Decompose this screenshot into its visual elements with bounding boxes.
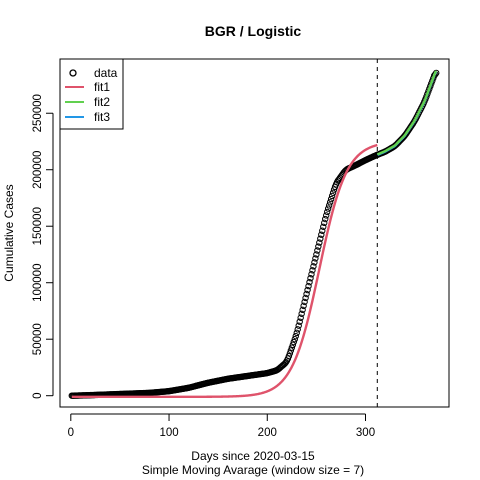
data-point (296, 318, 303, 325)
axes: 0 100 200 300 0 50000 100000 150000 200000 250000 (32, 94, 375, 439)
data-point (325, 202, 333, 209)
data-point (294, 326, 301, 333)
y-tick-label: 150000 (32, 207, 44, 245)
data-point (302, 294, 309, 302)
data-point (299, 306, 306, 314)
plot-area (68, 59, 440, 407)
y-axis-label: Cumulative Cases (2, 184, 16, 281)
data-point (300, 302, 307, 310)
data-point (306, 278, 313, 286)
plot-border (59, 58, 450, 408)
data-point (327, 195, 335, 203)
data-point (286, 350, 294, 357)
legend-data-label: data (94, 66, 118, 80)
data-point (318, 231, 325, 238)
x-tick-label: 0 (68, 427, 74, 439)
fit3-line (376, 70, 438, 157)
data-point (323, 212, 330, 219)
data-point (290, 338, 297, 346)
data-point (328, 192, 336, 200)
data-point (315, 243, 322, 250)
y-tick-label: 100000 (32, 264, 44, 302)
data-point (317, 235, 324, 242)
data-point (285, 352, 293, 360)
x-axis-label: Days since 2020-03-15 (191, 449, 315, 463)
data-point (310, 263, 317, 270)
fit2-line (376, 70, 438, 156)
data-point (307, 274, 314, 282)
x-tick-label: 100 (159, 427, 178, 439)
data-point (313, 251, 320, 258)
y-tick-label: 0 (32, 392, 44, 398)
data-point (289, 341, 297, 349)
data-point (304, 286, 311, 294)
data-point (288, 344, 296, 351)
x-tick-label: 300 (356, 427, 375, 439)
data-point (321, 219, 328, 227)
y-tick-label: 250000 (32, 94, 44, 132)
data-point (308, 271, 315, 278)
data-point (323, 208, 331, 216)
data-point (295, 322, 302, 329)
data-point (311, 259, 318, 266)
x-tick-label: 200 (258, 427, 277, 439)
data-point (301, 298, 308, 306)
data-point (316, 239, 323, 246)
legend-fit2-label: fit2 (94, 95, 110, 109)
data-point (298, 310, 305, 317)
data-point (292, 332, 299, 340)
data-point (309, 267, 316, 274)
data-point (305, 282, 312, 290)
data-point (291, 336, 298, 343)
data-point (322, 215, 329, 223)
data-points (68, 69, 440, 399)
data-point (287, 347, 295, 354)
fit1-line (71, 143, 378, 399)
data-point (297, 314, 304, 321)
legend-fit3-label: fit3 (94, 110, 110, 124)
chart-title: BGR / Logistic (205, 23, 302, 39)
data-point (326, 199, 334, 206)
legend: data fit1 fit2 fit3 (59, 58, 124, 130)
data-point (433, 69, 440, 77)
legend-data-marker (69, 69, 77, 77)
data-point (329, 189, 337, 196)
y-tick-label: 50000 (32, 323, 44, 355)
data-point (303, 290, 310, 298)
legend-fit1-label: fit1 (94, 80, 110, 94)
x-axis-sublabel: Simple Moving Avarage (window size = 7) (142, 463, 364, 477)
data-point (330, 186, 338, 193)
y-tick-label: 200000 (32, 151, 44, 189)
data-point (319, 227, 326, 234)
data-point (314, 247, 321, 254)
data-point (293, 329, 300, 337)
data-point (320, 223, 327, 230)
data-point (324, 205, 332, 212)
data-point (312, 255, 319, 262)
